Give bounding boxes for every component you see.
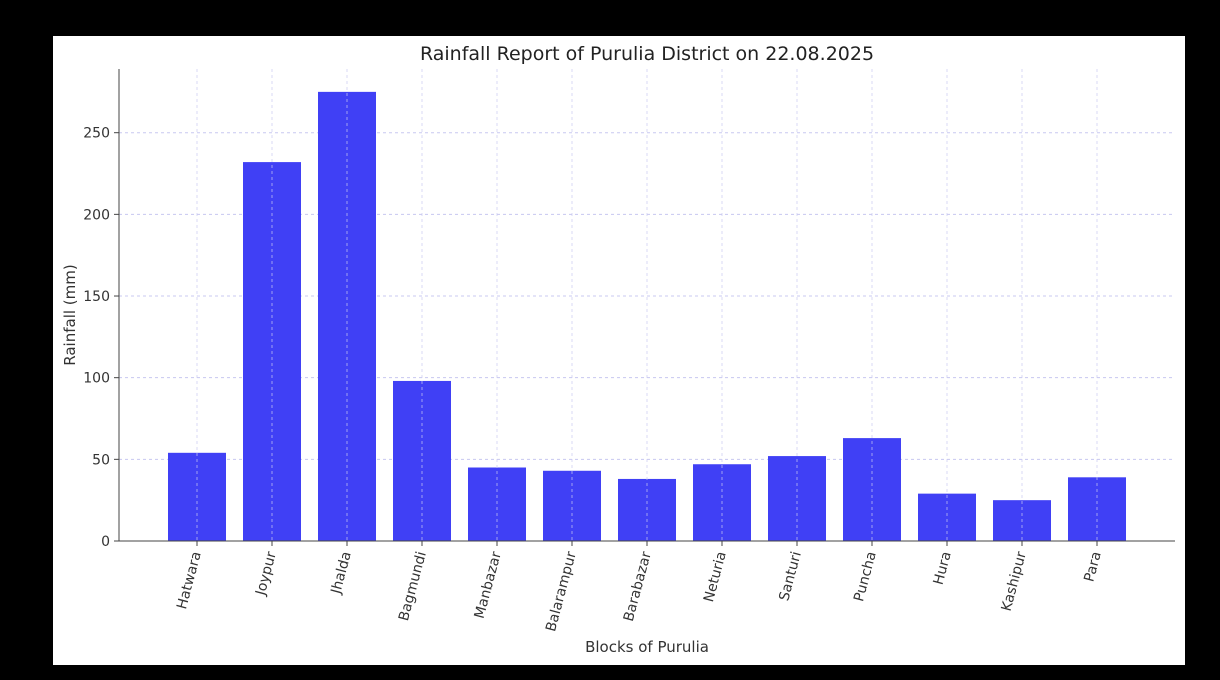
chart-figure: Rainfall Report of Purulia District on 2… (53, 36, 1185, 665)
x-tick-label: Neturia (701, 550, 730, 604)
x-tick-label: Jhalda (328, 550, 355, 597)
y-tick-label: 50 (92, 452, 110, 468)
y-axis-label: Rainfall (mm) (61, 264, 79, 365)
x-ticks-layer: Hatwara Joypur Jhalda Bagmundi Manbazar Balar… (174, 541, 1105, 633)
x-tick-label: Barabazar (621, 550, 655, 624)
x-tick-label: Hatwara (174, 550, 205, 611)
x-tick-label: Santuri (776, 550, 804, 603)
bar-santuri (768, 456, 826, 541)
x-tick-label: Kashipur (999, 550, 1030, 613)
x-tick-label: Manbazar (472, 550, 505, 621)
bar-chart: Rainfall Report of Purulia District on 2… (61, 43, 1175, 656)
x-tick-label: Hura (931, 550, 955, 587)
x-tick-label: Joypur (253, 550, 280, 598)
x-tick-label: Puncha (851, 550, 880, 603)
x-tick-label: Bagmundi (396, 550, 430, 623)
y-ticks-layer: 0 50 100 150 200 250 (83, 126, 119, 550)
y-tick-label: 0 (101, 534, 110, 550)
vertical-grid-layer (196, 69, 1098, 541)
y-tick-label: 250 (83, 126, 110, 142)
x-axis-label: Blocks of Purulia (585, 638, 709, 656)
x-tick-label: Balarampur (543, 550, 580, 634)
y-tick-label: 200 (83, 207, 110, 223)
y-tick-label: 150 (83, 289, 110, 305)
chart-title: Rainfall Report of Purulia District on 2… (420, 43, 874, 65)
bar-balarampur (543, 470, 601, 541)
y-tick-label: 100 (83, 371, 110, 387)
x-tick-label: Para (1081, 550, 1104, 584)
